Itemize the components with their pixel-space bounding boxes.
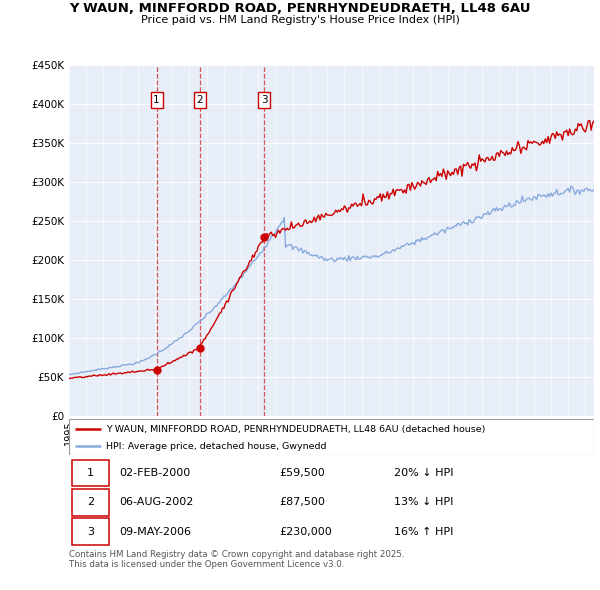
Text: Price paid vs. HM Land Registry's House Price Index (HPI): Price paid vs. HM Land Registry's House … [140, 15, 460, 25]
FancyBboxPatch shape [71, 519, 109, 545]
Text: 3: 3 [261, 95, 268, 105]
Text: Y WAUN, MINFFORDD ROAD, PENRHYNDEUDRAETH, LL48 6AU (detached house): Y WAUN, MINFFORDD ROAD, PENRHYNDEUDRAETH… [106, 425, 485, 434]
Text: 1: 1 [154, 95, 160, 105]
Text: 20% ↓ HPI: 20% ↓ HPI [395, 468, 454, 478]
Text: 3: 3 [87, 527, 94, 536]
Text: 06-AUG-2002: 06-AUG-2002 [119, 497, 193, 507]
Text: 2: 2 [196, 95, 203, 105]
Text: £59,500: £59,500 [279, 468, 325, 478]
Text: 13% ↓ HPI: 13% ↓ HPI [395, 497, 454, 507]
FancyBboxPatch shape [71, 460, 109, 486]
Text: 2: 2 [87, 497, 94, 507]
Text: £230,000: £230,000 [279, 527, 332, 536]
Text: £87,500: £87,500 [279, 497, 325, 507]
Text: 02-FEB-2000: 02-FEB-2000 [119, 468, 190, 478]
Text: 09-MAY-2006: 09-MAY-2006 [119, 527, 191, 536]
FancyBboxPatch shape [71, 489, 109, 516]
Text: 1: 1 [87, 468, 94, 478]
Text: Y WAUN, MINFFORDD ROAD, PENRHYNDEUDRAETH, LL48 6AU: Y WAUN, MINFFORDD ROAD, PENRHYNDEUDRAETH… [69, 2, 531, 15]
Text: 16% ↑ HPI: 16% ↑ HPI [395, 527, 454, 536]
Text: HPI: Average price, detached house, Gwynedd: HPI: Average price, detached house, Gwyn… [106, 442, 326, 451]
Text: Contains HM Land Registry data © Crown copyright and database right 2025.
This d: Contains HM Land Registry data © Crown c… [69, 550, 404, 569]
